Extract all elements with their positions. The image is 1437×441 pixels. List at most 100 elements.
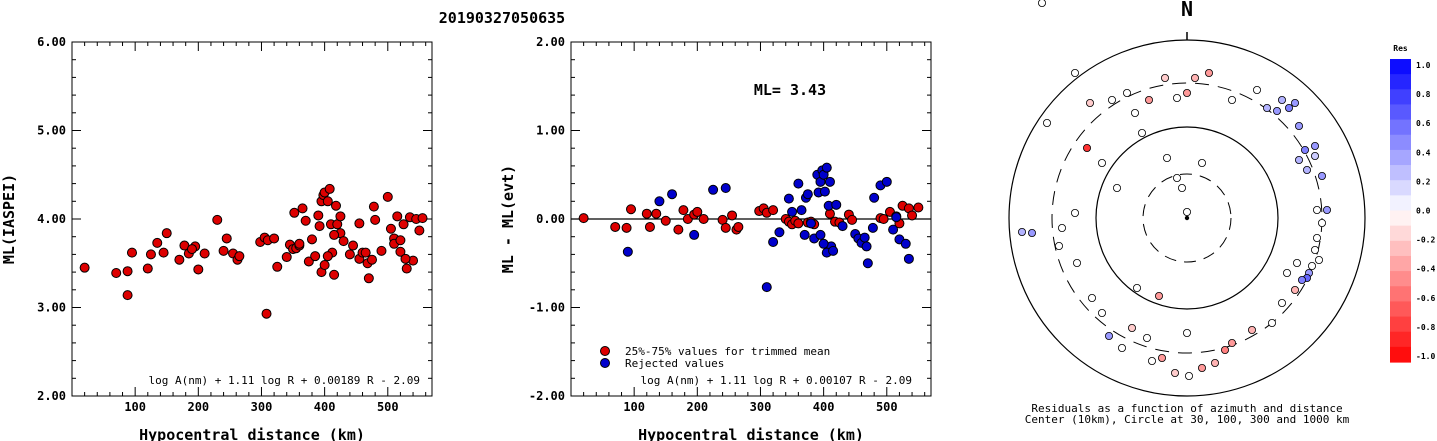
station-marker [1128, 323, 1137, 332]
residual-vs-distance-panel: 100 200 300 400 500 -2.00 -1.00 0.00 1.00 2.00 Hyp… [499, 35, 932, 441]
station-marker [1313, 205, 1322, 214]
data-point [281, 252, 292, 263]
data-point [881, 176, 892, 187]
station-marker [1253, 86, 1262, 95]
colorbar-tick-label: 1.0 [1416, 61, 1431, 70]
data-point [376, 245, 387, 256]
data-point [158, 247, 169, 258]
station-marker [1301, 145, 1310, 154]
station-marker [1293, 258, 1302, 267]
data-point [768, 205, 779, 216]
ring-300km [1051, 82, 1323, 354]
x-tick-label: 300 [750, 400, 772, 414]
station-marker [1315, 255, 1324, 264]
colorbar-title: Res [1393, 44, 1408, 53]
data-point [111, 267, 122, 278]
data-point [878, 214, 889, 224]
data-point [783, 193, 794, 204]
x-tick-label: 200 [187, 400, 209, 414]
data-point [900, 238, 911, 249]
station-marker [1185, 371, 1194, 380]
data-point [354, 218, 365, 229]
data-point [678, 205, 689, 216]
station-marker [1311, 141, 1320, 150]
x-tick-label: 300 [251, 400, 273, 414]
station-marker [1311, 245, 1320, 254]
station-marker [1221, 345, 1230, 354]
data-point [145, 249, 156, 260]
data-point [862, 258, 873, 269]
station-marker [1071, 208, 1080, 217]
data-point [720, 222, 731, 233]
data-point [398, 219, 409, 230]
ring-100km [1095, 126, 1279, 310]
colorbar-tick-label: -0.6 [1416, 294, 1435, 303]
data-point [218, 245, 229, 256]
station-marker [1043, 119, 1052, 128]
station-marker [1291, 285, 1300, 294]
ml-annotation: ML= 3.43 [754, 81, 826, 99]
data-point [314, 221, 325, 232]
data-point [903, 253, 914, 264]
colorbar-segment [1390, 240, 1411, 257]
data-point [847, 214, 858, 225]
colorbar-segment [1390, 346, 1411, 363]
data-point [907, 210, 918, 221]
station-marker [1191, 74, 1200, 83]
data-point [367, 254, 377, 265]
data-point [234, 251, 245, 262]
station-marker [1131, 109, 1140, 118]
station-marker [1311, 151, 1320, 160]
colorbar-tick-label: 0.2 [1416, 177, 1431, 186]
data-point [324, 183, 335, 194]
y-tick-label: 2.00 [37, 389, 66, 403]
data-point [824, 176, 835, 187]
station-marker [1278, 96, 1287, 105]
colorbar-segment [1390, 316, 1411, 333]
station-marker [1173, 94, 1182, 103]
data-point [370, 214, 381, 225]
station-marker [1211, 358, 1220, 367]
colorbar-tick-label: -0.8 [1416, 323, 1435, 332]
station-marker [1083, 143, 1092, 152]
station-marker [1038, 0, 1046, 7]
data-point [673, 224, 684, 235]
station-marker [1323, 205, 1332, 214]
station-marker [1278, 298, 1287, 307]
data-point [913, 202, 924, 213]
data-point [392, 211, 403, 222]
x-tick-label: 500 [377, 400, 399, 414]
data-point [831, 199, 842, 210]
colorbar-segment [1390, 180, 1411, 196]
data-point [199, 248, 210, 259]
colorbar-tick-label: 0.8 [1416, 90, 1431, 99]
x-tick-label: 100 [124, 400, 146, 414]
station-marker [1298, 275, 1307, 284]
station-marker [1308, 261, 1317, 270]
data-point [385, 223, 396, 234]
station-marker [1055, 241, 1064, 250]
data-point [300, 215, 311, 226]
x-axis-label: Hypocentral distance (km) [139, 426, 365, 441]
colorbar-segment [1390, 271, 1411, 287]
station-marker [1273, 107, 1282, 116]
legend-label: Rejected values [625, 357, 724, 370]
data-point [363, 273, 374, 284]
data-point [802, 189, 813, 200]
station-marker [1163, 153, 1172, 162]
station-marker [1098, 308, 1107, 317]
data-point [626, 204, 636, 215]
data-point [861, 241, 872, 252]
data-point [837, 221, 848, 232]
formula-label: log A(nm) + 1.11 log R + 0.00189 R - 2.0… [148, 374, 420, 387]
station-marker [1183, 89, 1192, 98]
station-marker [1263, 104, 1272, 113]
station-marker [1171, 368, 1180, 377]
y-axis-label: ML(IASPEI) [0, 174, 18, 264]
data-point [692, 206, 703, 217]
data-point [344, 249, 355, 260]
colorbar-tick-label: -1.0 [1416, 352, 1435, 361]
map-caption-line2: Center (10km), Circle at 30, 100, 300 an… [1025, 413, 1350, 426]
data-point [787, 206, 798, 217]
data-point [329, 269, 340, 280]
